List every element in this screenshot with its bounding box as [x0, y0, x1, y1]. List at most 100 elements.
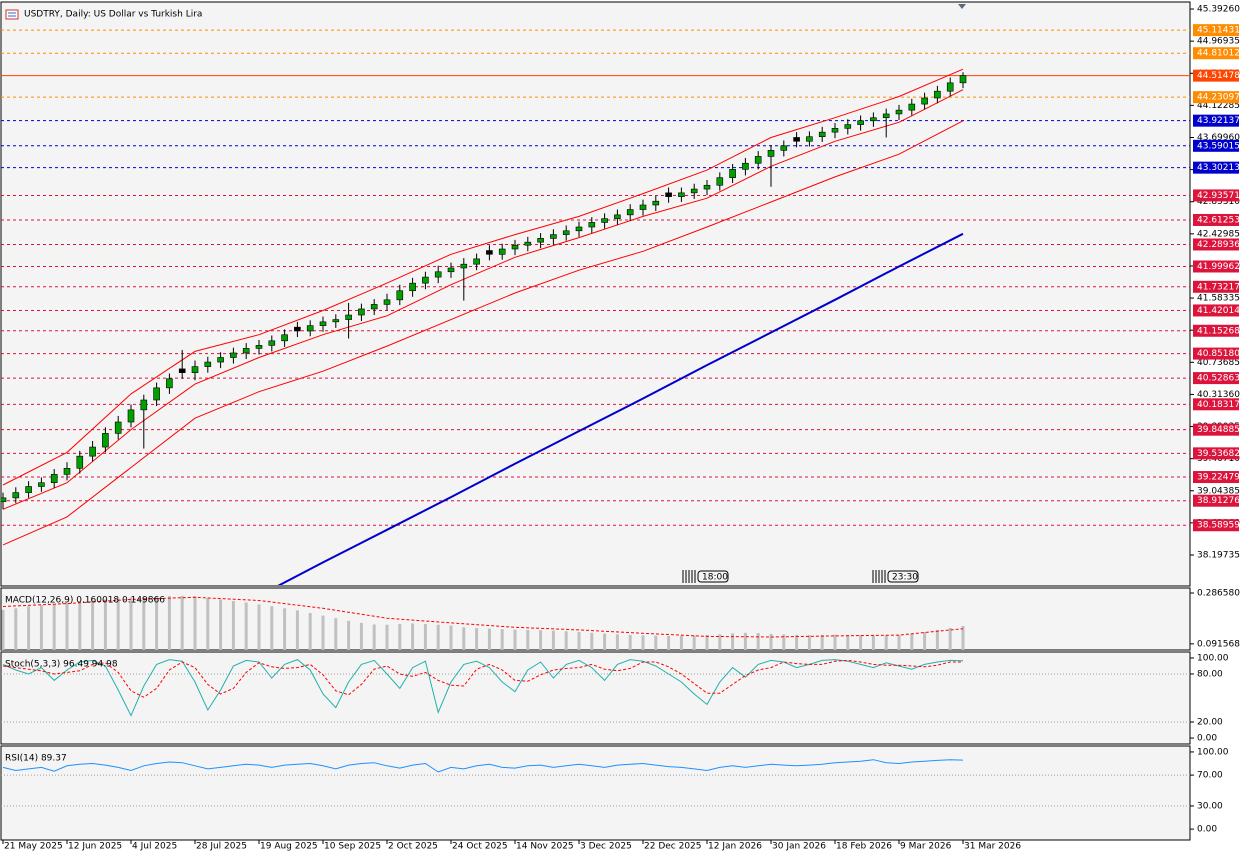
macd-bar [372, 624, 376, 650]
level-tag [1193, 189, 1239, 202]
macd-bar [462, 627, 466, 650]
level-tag [1193, 161, 1239, 174]
macd-bar [231, 600, 235, 650]
indicator-line [2, 659, 964, 717]
macd-panel [0, 587, 1191, 651]
candle-body [486, 250, 493, 255]
candle-body [562, 230, 570, 235]
macd-bar [743, 632, 747, 650]
macd-bar [718, 634, 722, 650]
x-tick-label: 4 Jul 2025 [132, 842, 177, 852]
level-tag [1193, 347, 1239, 360]
candle-body [178, 368, 186, 373]
y-tick-label: 80.00 [1197, 669, 1223, 679]
x-tick-label: 3 Dec 2025 [580, 842, 632, 852]
stoch-plot [1, 659, 1190, 723]
macd-bar [129, 597, 133, 650]
candle-body [281, 334, 288, 342]
macd-bar [78, 602, 82, 650]
macd-bar [436, 624, 440, 650]
x-tick-label: 21 May 2025 [4, 842, 63, 852]
macd-bar [39, 605, 43, 650]
macd-bar [321, 615, 325, 650]
macd-bar [398, 623, 402, 650]
level-tag [1193, 494, 1239, 507]
macd-bar [577, 632, 581, 650]
macd-bar [603, 633, 607, 650]
macd-bar [807, 635, 811, 650]
main-panel [0, 1, 1191, 587]
level-label: 42.61253 [1197, 215, 1240, 225]
macd-bar [846, 634, 850, 650]
level-label: 39.53682 [1197, 449, 1240, 459]
candle-body [498, 248, 506, 255]
macd-bar [14, 608, 18, 650]
x-tick-label: 18 Feb 2026 [836, 842, 892, 852]
level-label: 43.30213 [1197, 163, 1240, 173]
candle-body [153, 387, 160, 401]
candle-body [242, 348, 250, 354]
macd-bar [667, 635, 671, 650]
macd-bar [385, 624, 389, 650]
macd-bar [871, 635, 875, 650]
candle-body [345, 314, 352, 320]
candle-body [959, 75, 967, 84]
macd-bar [692, 635, 696, 650]
x-tick-label: 9 Mar 2026 [900, 842, 952, 852]
macd-bar [884, 635, 888, 650]
macd-bar [948, 627, 952, 650]
level-tag [1193, 213, 1239, 226]
candle-body [114, 421, 122, 434]
macd-bar [475, 628, 479, 650]
candle-body [870, 117, 877, 122]
candle-body [370, 304, 378, 310]
macd-bar [155, 596, 159, 650]
macd-bar [705, 634, 709, 650]
shift-marker [958, 4, 966, 9]
candle-body [422, 276, 429, 284]
candle-body [332, 319, 340, 323]
level-tag [1193, 114, 1239, 127]
candle-body [524, 241, 532, 246]
candle-body [908, 103, 916, 111]
level-tag [1193, 471, 1239, 484]
y-tick-label: 70.00 [1197, 771, 1223, 781]
macd-bar [539, 630, 543, 650]
level-tag [1193, 423, 1239, 436]
panel-title: RSI(14) 89.37 [5, 754, 67, 764]
candle-body [729, 169, 736, 178]
macd-bar [833, 634, 837, 650]
macd-bar [795, 634, 799, 650]
x-tick-label: 31 Mar 2026 [964, 842, 1021, 852]
candle-body [946, 82, 954, 92]
y-tick-label: 39.04385 [1197, 486, 1240, 496]
y-tick-label: 40.31360 [1197, 390, 1240, 400]
level-label: 40.52863 [1197, 374, 1240, 384]
level-tag [1193, 398, 1239, 411]
candle-body [665, 192, 672, 197]
macd-bar [615, 634, 619, 650]
candle-body [383, 299, 391, 305]
level-label: 42.93571 [1197, 191, 1240, 201]
marker-box [887, 570, 919, 583]
level-label: 43.92137 [1197, 116, 1240, 126]
level-label: 42.28936 [1197, 240, 1240, 250]
candle-body [703, 184, 711, 190]
main-plot: 18:00 23:30 [1, 29, 1190, 585]
candle-body [537, 238, 544, 243]
level-tag [1193, 447, 1239, 460]
macd-bar [513, 629, 517, 650]
panel-title: USDTRY, Daily: US Dollar vs Turkish Lira [24, 10, 202, 20]
candle-body [38, 482, 45, 487]
x-tick-label: 12 Jun 2025 [68, 842, 122, 852]
candle-body [780, 145, 788, 151]
candle-body [588, 222, 596, 228]
icon-frame [5, 9, 19, 20]
x-tick-label: 30 Jan 2026 [772, 842, 826, 852]
macd-bar [679, 635, 683, 650]
y-tick-label: 41.58335 [1197, 294, 1240, 304]
candle-body [268, 340, 276, 346]
macd-bar [257, 604, 261, 650]
candle-body [102, 433, 109, 448]
stoch-panel [0, 651, 1191, 745]
